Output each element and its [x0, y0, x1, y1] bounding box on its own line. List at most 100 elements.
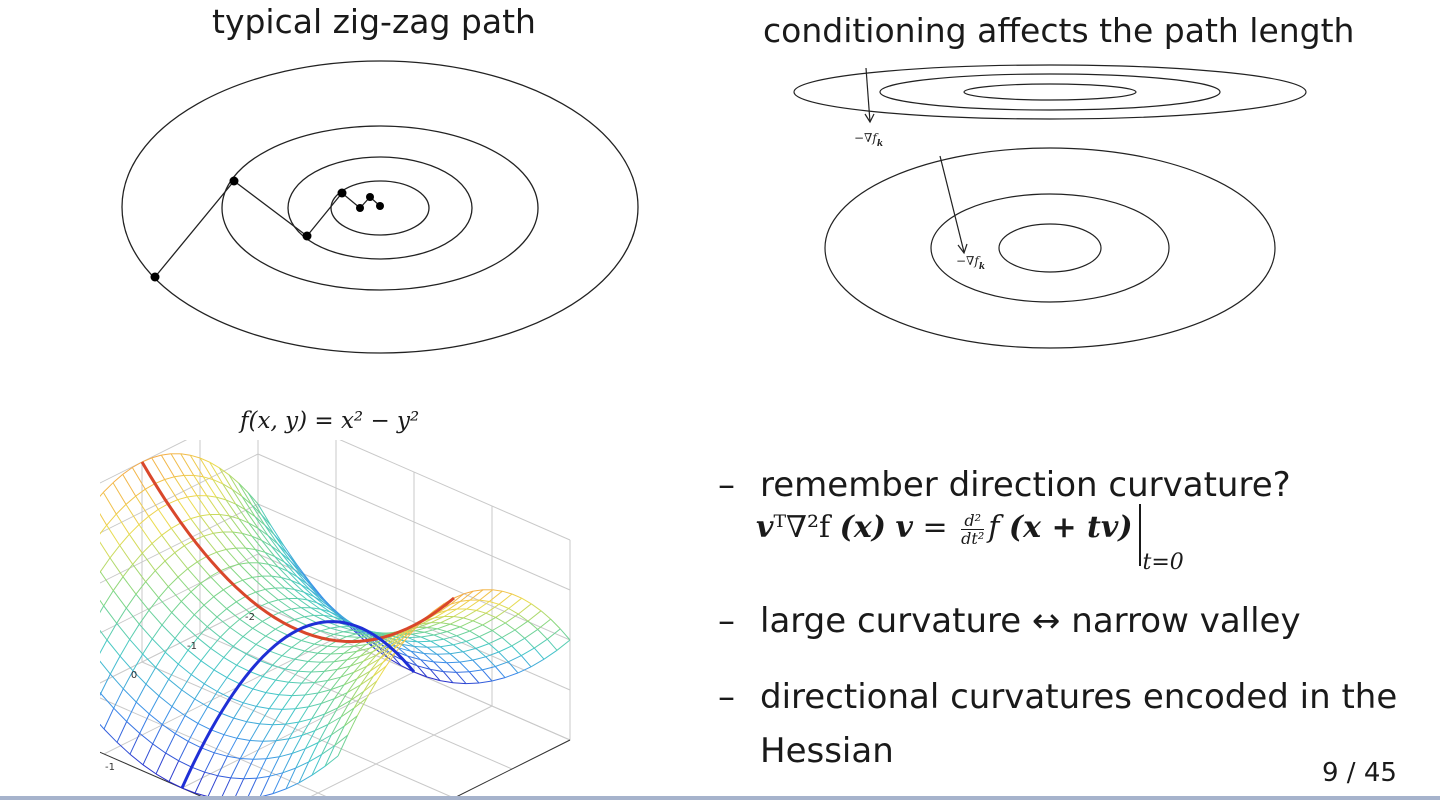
mesh-line: [290, 579, 305, 593]
mesh-line: [184, 539, 195, 547]
mesh-line: [420, 636, 431, 642]
mesh-line: [369, 658, 381, 672]
mesh-line: [174, 474, 185, 478]
mesh-line: [550, 618, 561, 630]
mesh-line: [308, 753, 322, 763]
mesh-line: [277, 543, 288, 554]
mesh-line: [334, 725, 345, 746]
mesh-line: [334, 734, 349, 746]
mesh-line: [222, 589, 237, 603]
mesh-line: [397, 647, 409, 657]
mesh-line: [343, 631, 357, 635]
mesh-line: [521, 647, 535, 657]
mesh-line: [255, 549, 266, 553]
mesh-line: [297, 598, 308, 601]
mesh-line: [455, 672, 467, 684]
gradient-label-top: −∇fk: [854, 131, 883, 149]
mesh-line: [190, 518, 205, 537]
mesh-line: [212, 479, 227, 501]
contour-ellipse: [330, 180, 430, 236]
mesh-line: [132, 564, 147, 583]
mesh-line: [174, 545, 185, 554]
mesh-line: [177, 649, 189, 665]
mesh-line: [371, 636, 383, 646]
mesh-line: [217, 691, 231, 699]
mesh-line: [372, 665, 387, 677]
mesh-line: [145, 581, 160, 599]
mesh-line: [122, 576, 137, 595]
mesh-line: [331, 725, 345, 736]
mesh-line: [193, 535, 204, 541]
mesh-line: [196, 495, 211, 515]
mesh-line: [236, 721, 248, 739]
mesh-line: [356, 647, 370, 652]
mesh-line: [239, 740, 251, 759]
mesh-line: [213, 669, 228, 679]
mesh-line: [171, 522, 182, 529]
mesh-line: [433, 631, 448, 636]
mesh-line: [559, 628, 571, 641]
mesh-line: [527, 610, 542, 622]
mesh-line: [534, 638, 548, 649]
mesh-line: [267, 563, 282, 578]
conditioning-figure: −∇fk −∇fk: [793, 64, 1307, 349]
mesh-line: [178, 760, 192, 768]
mesh-line: [119, 639, 131, 657]
mesh-line: [206, 616, 218, 628]
mesh-line: [494, 666, 506, 678]
mesh-line: [353, 644, 367, 647]
mesh-line: [317, 680, 329, 694]
mesh-line: [340, 700, 352, 718]
mesh-line: [100, 513, 108, 526]
mesh-line: [187, 637, 199, 651]
mesh-line: [366, 658, 380, 667]
mesh-line: [297, 576, 308, 585]
mesh-line: [463, 617, 474, 622]
mesh-line: [417, 665, 431, 670]
contour-ellipse: [998, 223, 1102, 273]
mesh-line: [190, 591, 205, 606]
y-tick-label: -2: [245, 612, 255, 623]
mesh-line: [375, 645, 387, 656]
mesh-line: [201, 747, 215, 754]
mesh-line: [440, 622, 451, 625]
mesh-line: [144, 488, 159, 510]
mesh-line: [155, 667, 170, 680]
mesh-line: [238, 518, 253, 537]
mesh-line: [278, 598, 289, 601]
mesh-line: [125, 607, 140, 625]
contour-ellipse: [287, 156, 473, 260]
mesh-line: [417, 640, 431, 643]
mesh-line: [427, 626, 438, 630]
mesh-line: [270, 525, 285, 547]
mesh-line: [189, 454, 204, 478]
mesh-line: [485, 656, 496, 667]
mesh-line: [476, 609, 487, 614]
mesh-line: [340, 665, 351, 678]
mesh-line: [246, 653, 260, 661]
mesh-line: [251, 535, 266, 553]
mesh-line: [295, 761, 309, 769]
mesh-line: [223, 583, 234, 591]
mesh-line: [291, 735, 303, 754]
mesh-line: [164, 552, 176, 562]
mesh-line: [139, 713, 150, 734]
mesh-line: [472, 620, 483, 626]
mesh-line: [183, 475, 198, 496]
mesh-line: [228, 474, 240, 484]
mesh-line: [151, 638, 166, 653]
mesh-line: [181, 689, 195, 700]
mesh-line: [318, 734, 332, 743]
mesh-line: [174, 552, 189, 570]
mesh-line: [215, 496, 230, 517]
mesh-line: [294, 650, 306, 660]
mesh-line: [281, 695, 293, 710]
mesh-line: [303, 591, 318, 604]
mesh-line: [253, 758, 267, 760]
mesh-line: [466, 636, 480, 642]
mesh-line: [219, 467, 230, 476]
mesh-line: [301, 671, 312, 684]
grid-line: [100, 697, 336, 800]
mesh-line: [311, 670, 325, 673]
mesh-line: [379, 649, 393, 660]
